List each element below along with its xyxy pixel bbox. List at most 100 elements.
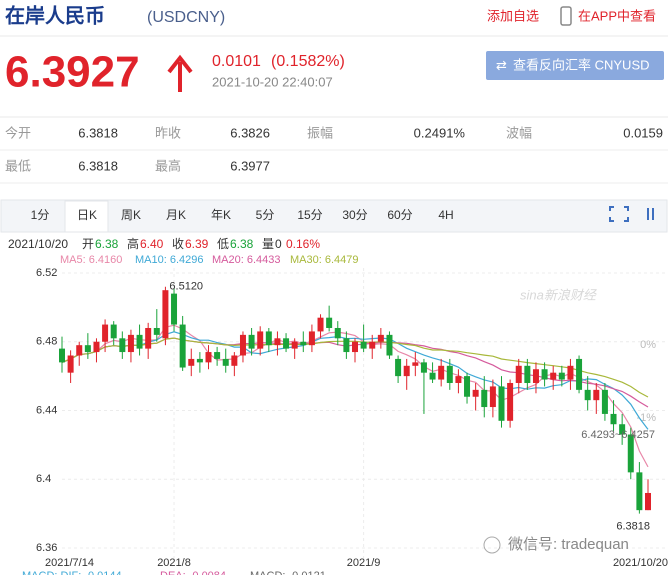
candle-body <box>446 365 453 383</box>
candle-body <box>214 352 221 359</box>
candle-body <box>498 386 505 421</box>
ma-label: MA10: 6.4296 <box>135 254 204 266</box>
y-tick-label: 6.52 <box>36 267 57 279</box>
info-text: 2021/10/20 <box>8 237 68 251</box>
ma-label: MA5: 6.4160 <box>60 254 122 266</box>
candle-body <box>524 365 531 383</box>
candle-body <box>645 492 651 511</box>
stat-value: 0.0159 <box>623 125 663 140</box>
candle-body <box>464 376 471 397</box>
annotation: 6.3818 <box>616 521 650 533</box>
tab[interactable]: 年K <box>211 208 231 222</box>
app-view[interactable]: 在APP中查看 <box>578 8 656 23</box>
candle-body <box>93 341 100 353</box>
candle-body <box>403 365 410 377</box>
candle-body <box>110 324 117 339</box>
candle-body <box>352 341 358 353</box>
candle-body <box>291 341 298 349</box>
candle-body <box>584 389 591 401</box>
y2-tick-label: 0% <box>640 339 656 351</box>
stat-label: 最低 <box>5 158 31 173</box>
candle-body <box>239 334 246 356</box>
candle-body <box>222 358 229 366</box>
candle-body <box>119 338 126 353</box>
tab[interactable]: 4H <box>438 208 453 222</box>
add-watch[interactable]: 添加自选 <box>487 8 539 23</box>
candle-body <box>257 331 264 349</box>
x-tick-label: 2021/9 <box>347 557 381 569</box>
phone-icon <box>560 6 572 26</box>
candle-body <box>429 372 436 380</box>
annotation: 6.4293~6.4257 <box>581 429 655 441</box>
code: (USDCNY) <box>147 9 225 26</box>
macd-label: MACD: DIF: -0.0144 <box>22 570 122 575</box>
info-text: 6.38 <box>230 237 254 251</box>
stat-label: 振幅 <box>307 125 333 140</box>
candle-body <box>67 355 74 373</box>
candle-body <box>558 372 565 380</box>
candle-body <box>308 331 315 346</box>
tab[interactable]: 60分 <box>387 208 412 222</box>
candle-body <box>601 389 608 414</box>
candle-body <box>395 358 402 377</box>
candle-body <box>162 290 169 339</box>
info-text: 低 <box>217 237 229 251</box>
tab-bar <box>0 199 668 233</box>
candle-body <box>420 362 427 373</box>
candle-body <box>334 327 341 339</box>
change-pct: (0.1582%) <box>271 53 345 70</box>
wechat-icon <box>483 536 501 554</box>
watermark: 微信号: tradequan <box>508 536 629 553</box>
x-tick-label: 2021/10/20 <box>613 557 668 569</box>
candle-body <box>532 369 539 383</box>
stat-label: 最高 <box>155 158 181 173</box>
tab[interactable]: 周K <box>121 208 141 222</box>
candle-body <box>541 369 548 380</box>
stat-label: 昨收 <box>155 125 181 140</box>
title: 在岸人民币 <box>5 3 105 27</box>
y-tick-label: 6.44 <box>36 404 57 416</box>
x-tick-label: 2021/7/14 <box>45 557 94 569</box>
tab[interactable]: 15分 <box>297 208 322 222</box>
macd-label: MACD: -0.0121 <box>250 570 326 575</box>
candle-body <box>515 365 522 383</box>
candle-body <box>610 413 617 425</box>
candle-body <box>636 472 643 511</box>
candle-body <box>145 327 152 349</box>
candle-body <box>248 334 255 349</box>
candle-body <box>576 358 583 390</box>
reverse-button[interactable] <box>486 51 664 80</box>
tab[interactable]: 5分 <box>256 208 275 222</box>
settings-icon[interactable] <box>647 208 654 220</box>
tab[interactable]: 日K <box>77 208 97 222</box>
candle-body <box>188 358 195 366</box>
candle-body <box>265 331 272 346</box>
change: 0.0101 <box>212 53 261 70</box>
candle-body <box>231 355 238 366</box>
tab[interactable]: 月K <box>166 208 186 222</box>
stat-value: 6.3826 <box>230 125 270 140</box>
stat-label: 波幅 <box>506 125 532 140</box>
tab[interactable]: 30分 <box>342 208 367 222</box>
candle-body <box>489 386 496 408</box>
fullscreen-icon[interactable] <box>609 206 629 222</box>
candle-body <box>438 365 445 380</box>
candle-body <box>205 352 212 363</box>
ma-label: MA30: 6.4479 <box>290 254 359 266</box>
watermark: sina新浪财经 <box>520 287 598 302</box>
candle-body <box>274 338 281 346</box>
reverse-button-label[interactable]: 查看反向汇率 CNYUSD <box>513 57 650 72</box>
info-text: 6.38 <box>95 237 119 251</box>
candle-body <box>507 382 514 421</box>
info-text: 6.40 <box>140 237 164 251</box>
info-text: 0.16% <box>286 237 320 251</box>
candle-body <box>386 334 393 356</box>
candle-body <box>619 424 626 435</box>
candle-body <box>627 434 634 473</box>
x-tick-label: 2021/8 <box>157 557 191 569</box>
tab[interactable]: 1分 <box>31 208 50 222</box>
candle-body <box>369 341 376 349</box>
stat-value: 6.3977 <box>230 158 270 173</box>
candle-body <box>326 317 333 328</box>
candle-body <box>412 362 419 366</box>
